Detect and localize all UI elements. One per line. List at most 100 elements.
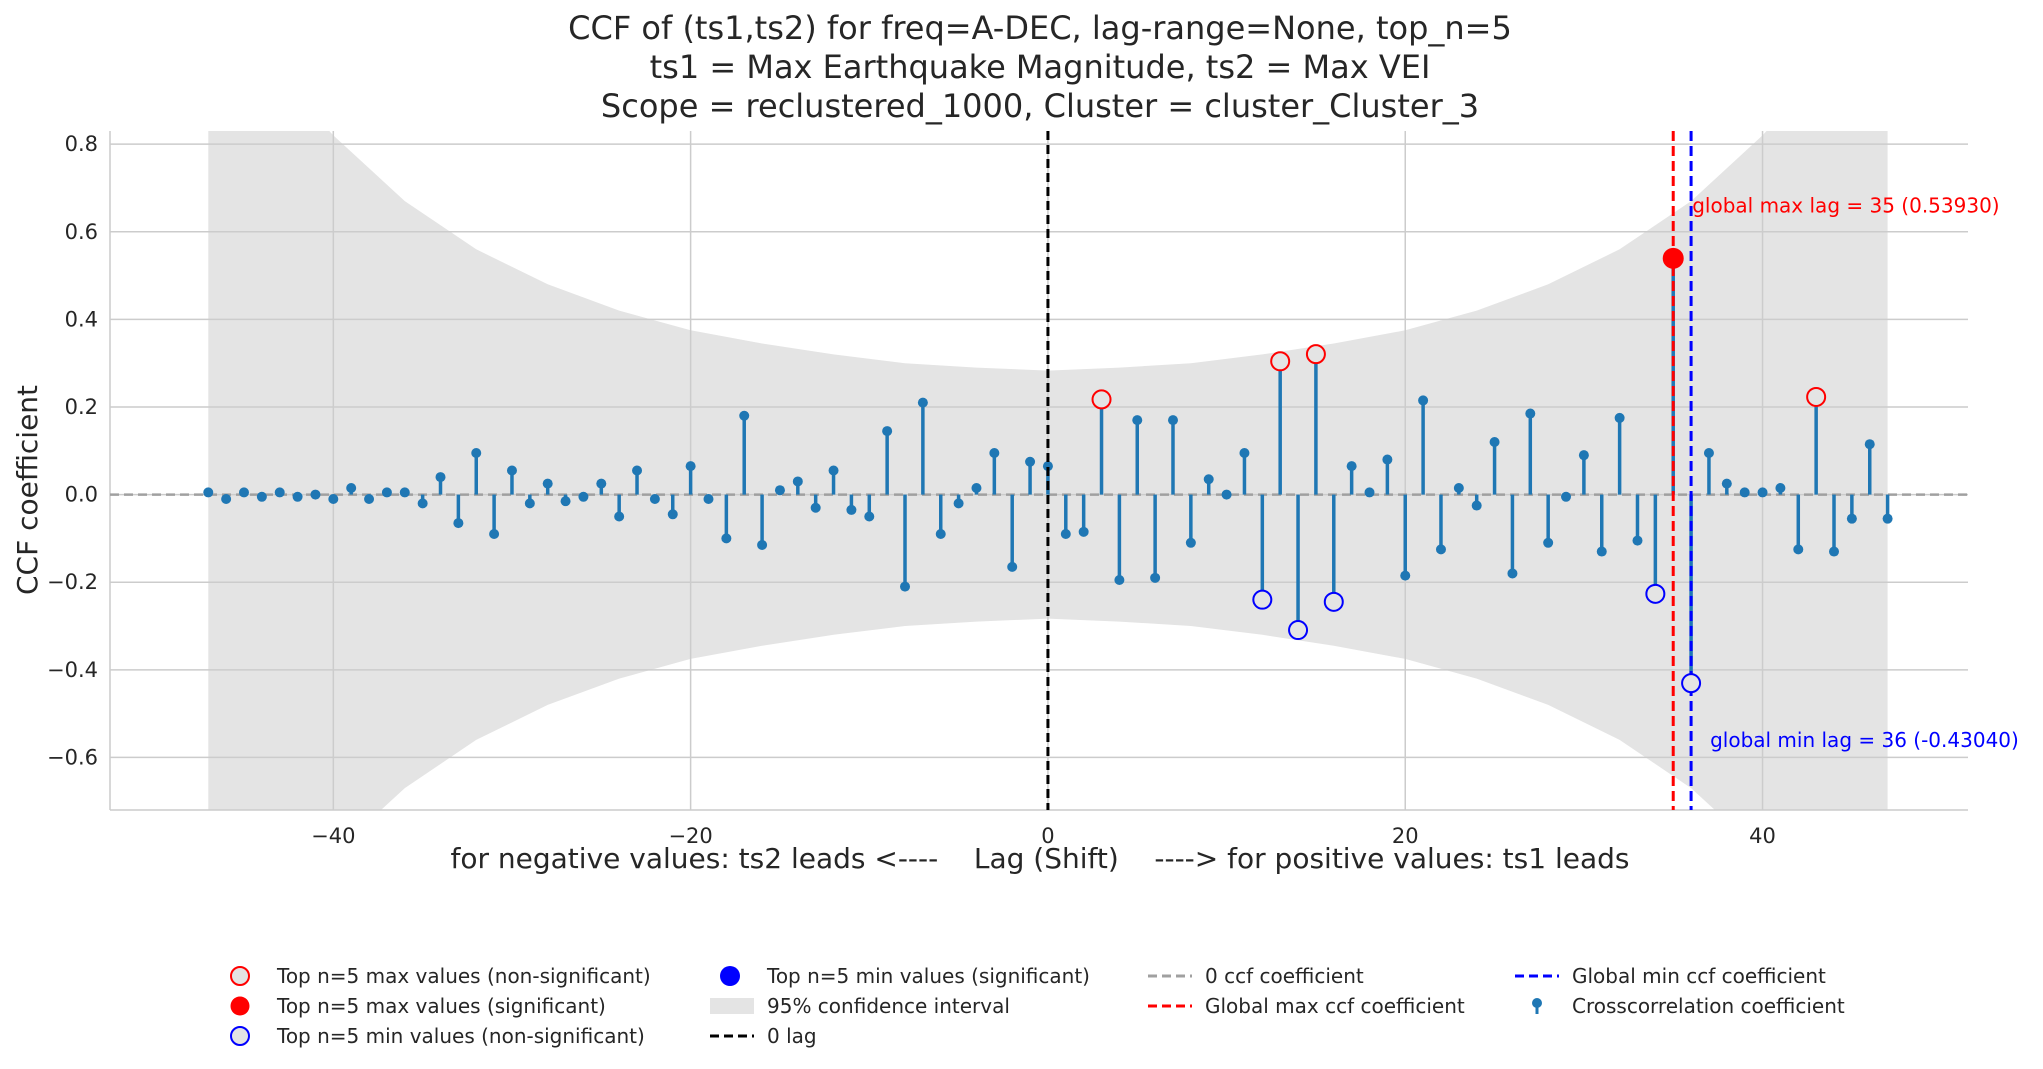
x-tick-label: −40 [311, 824, 355, 848]
stem-marker [757, 539, 768, 550]
top-min-marker [1681, 673, 1702, 694]
legend-label: Global min ccf coefficient [1572, 964, 1826, 988]
stem-marker [435, 472, 446, 483]
stem-marker [792, 476, 803, 487]
stem-marker [274, 487, 285, 498]
stem-marker [864, 511, 875, 522]
chart-title: CCF of (ts1,ts2) for freq=A-DEC, lag-ran… [568, 9, 1512, 125]
stem-marker [1775, 483, 1786, 494]
chart-title-line-1: CCF of (ts1,ts2) for freq=A-DEC, lag-ran… [568, 9, 1512, 47]
top-min-marker [1252, 589, 1273, 610]
stem-marker [1060, 529, 1071, 540]
y-tick-label: 0.2 [65, 395, 98, 419]
stem-marker [560, 496, 571, 507]
stem-marker [971, 483, 982, 494]
stem-marker [489, 529, 500, 540]
stem-marker [1418, 395, 1429, 406]
stem-marker [1078, 526, 1089, 537]
legend-handle-max-sig [230, 996, 250, 1016]
top-min-marker [1288, 620, 1309, 641]
y-tick-label: 0.8 [65, 132, 98, 156]
top-max-significant-marker [1662, 247, 1684, 269]
stem-marker [203, 487, 214, 498]
global-min-annotation: global min lag = 36 (-0.43040) [1710, 728, 2019, 752]
stem-marker [1703, 447, 1714, 458]
legend-label: Crosscorrelation coefficient [1572, 994, 1845, 1018]
stem-marker [292, 491, 303, 502]
stem-marker [1221, 489, 1232, 500]
stem-marker [1614, 412, 1625, 423]
stem-marker [381, 487, 392, 498]
stem-marker [1007, 561, 1018, 572]
top-min-marker [1645, 583, 1666, 604]
x-tick-label: 40 [1749, 824, 1776, 848]
stem-marker [1864, 439, 1875, 450]
stem-marker [1185, 537, 1196, 548]
stem-marker [1435, 544, 1446, 555]
top-max-marker [1806, 386, 1827, 407]
y-tick-label: 0.6 [65, 220, 98, 244]
stem-marker [1382, 454, 1393, 465]
stem-marker [417, 498, 428, 509]
stem-marker [1453, 483, 1464, 494]
stem-marker [1846, 513, 1857, 524]
chart-title-line-2: ts1 = Max Earthquake Magnitude, ts2 = Ma… [650, 48, 1431, 86]
top-max-marker [1091, 389, 1112, 410]
stem-marker [1632, 535, 1643, 546]
stem-marker [1203, 474, 1214, 485]
stem-marker [1025, 456, 1036, 467]
stem-marker [1793, 544, 1804, 555]
stem-marker [721, 533, 732, 544]
stem-marker [328, 493, 339, 504]
legend: Top n=5 max values (non-significant) Top … [230, 964, 1845, 1048]
legend-label: 0 ccf coefficient [1205, 964, 1364, 988]
stem-marker [1471, 500, 1482, 511]
x-axis-label: for negative values: ts2 leads <---- Lag… [451, 842, 1630, 875]
top-max-marker [1305, 344, 1326, 365]
stem-marker [596, 478, 607, 489]
stem-marker [1507, 568, 1518, 579]
stem-marker [774, 485, 785, 496]
legend-handle-min-nonsig [230, 1026, 250, 1046]
stem-marker [453, 518, 464, 529]
stem-marker [685, 461, 696, 472]
stem-marker [238, 487, 249, 498]
legend-handle-ci [710, 998, 754, 1014]
stem-marker [1167, 415, 1178, 426]
stem-marker [1829, 546, 1840, 557]
stem-marker [1739, 487, 1750, 498]
stem-marker [739, 410, 750, 421]
stem-marker [346, 483, 357, 494]
legend-label: Top n=5 min values (non-significant) [276, 1024, 645, 1048]
top-max-marker [1270, 351, 1291, 372]
stem-marker [1400, 570, 1411, 581]
stem-marker [1114, 575, 1125, 586]
stem-marker [310, 489, 321, 500]
stem-marker [846, 504, 857, 515]
legend-label: Global max ccf coefficient [1205, 994, 1465, 1018]
stem-marker [1364, 487, 1375, 498]
stem-marker [542, 478, 553, 489]
stem-marker [632, 465, 643, 476]
y-axis-label: CCF coefficient [11, 385, 44, 595]
y-tick-label: −0.6 [47, 745, 98, 769]
x-tick-label: 0 [1041, 824, 1054, 848]
stem-marker [1239, 447, 1250, 458]
stem-marker [221, 493, 232, 504]
stem-marker [1721, 478, 1732, 489]
stem-marker [256, 491, 267, 502]
stem-marker [524, 498, 535, 509]
stem-marker [1150, 572, 1161, 583]
stem-marker [364, 493, 375, 504]
stem-marker [917, 397, 928, 408]
stem-marker [1132, 415, 1143, 426]
stem-marker [1882, 513, 1893, 524]
stem-marker [828, 465, 839, 476]
stem-marker [1757, 487, 1768, 498]
stem-marker [900, 581, 911, 592]
top-min-marker [1323, 591, 1344, 612]
stem-marker [935, 529, 946, 540]
stem-marker [703, 493, 714, 504]
y-tick-label: −0.4 [47, 658, 98, 682]
stem-marker [953, 498, 964, 509]
